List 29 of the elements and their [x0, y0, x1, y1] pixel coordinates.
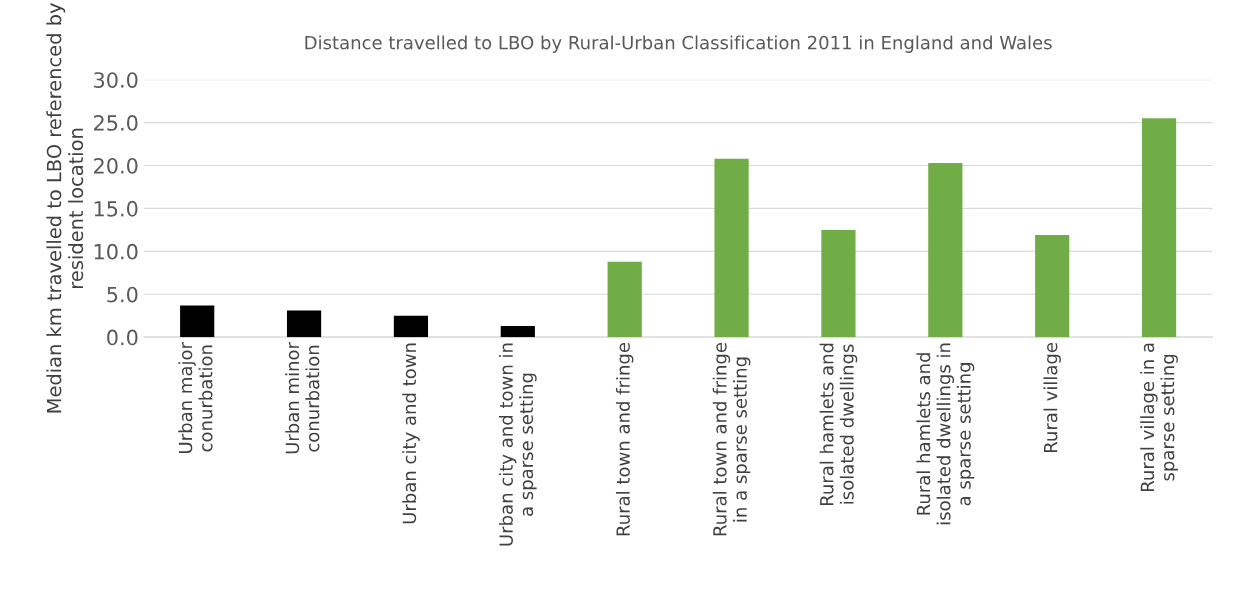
bar	[714, 158, 749, 338]
x-tick-label: Rural town and fringe in a sparse setting	[712, 342, 751, 536]
y-tick-label: 10.0	[94, 243, 138, 260]
x-tick-label: Urban city and town	[402, 343, 420, 524]
bar	[1141, 118, 1177, 338]
bar	[286, 310, 322, 338]
x-tick-label: Rural hamlets and isolated dwellings in a sparse setting	[916, 343, 975, 525]
x-tick-label: Urban city and town in a sparse setting	[498, 343, 537, 546]
x-tick-label: Rural town and fringe	[615, 342, 634, 536]
x-tick-label: Rural village in a sparse setting	[1140, 343, 1178, 492]
bar	[1035, 235, 1070, 338]
bar	[821, 229, 856, 338]
bar	[928, 162, 963, 338]
bar	[607, 261, 642, 338]
x-tick-label: Rural hamlets and isolated dwellings	[819, 343, 858, 506]
y-tick-label: 0.0	[107, 329, 138, 346]
y-tick-label: 5.0	[107, 286, 138, 303]
bar	[500, 325, 535, 338]
y-tick-label: 30.0	[94, 72, 138, 88]
chart-title: Distance travelled to LBO by Rural-Urban Classification 2011 in England and Wales	[305, 35, 1052, 53]
x-tick-label: Rural village	[1043, 342, 1061, 453]
bar	[180, 305, 215, 338]
y-tick-label: 25.0	[94, 115, 138, 131]
y-tick-label: 20.0	[94, 157, 138, 174]
y-tick-label: 15.0	[94, 200, 138, 217]
y-axis-title: Median km travelled to LBO referenced by resident location	[46, 3, 84, 413]
bar	[393, 315, 429, 338]
x-tick-label: Urban minor conurbation	[285, 342, 320, 454]
x-tick-label: Urban major conurbation	[178, 342, 213, 453]
